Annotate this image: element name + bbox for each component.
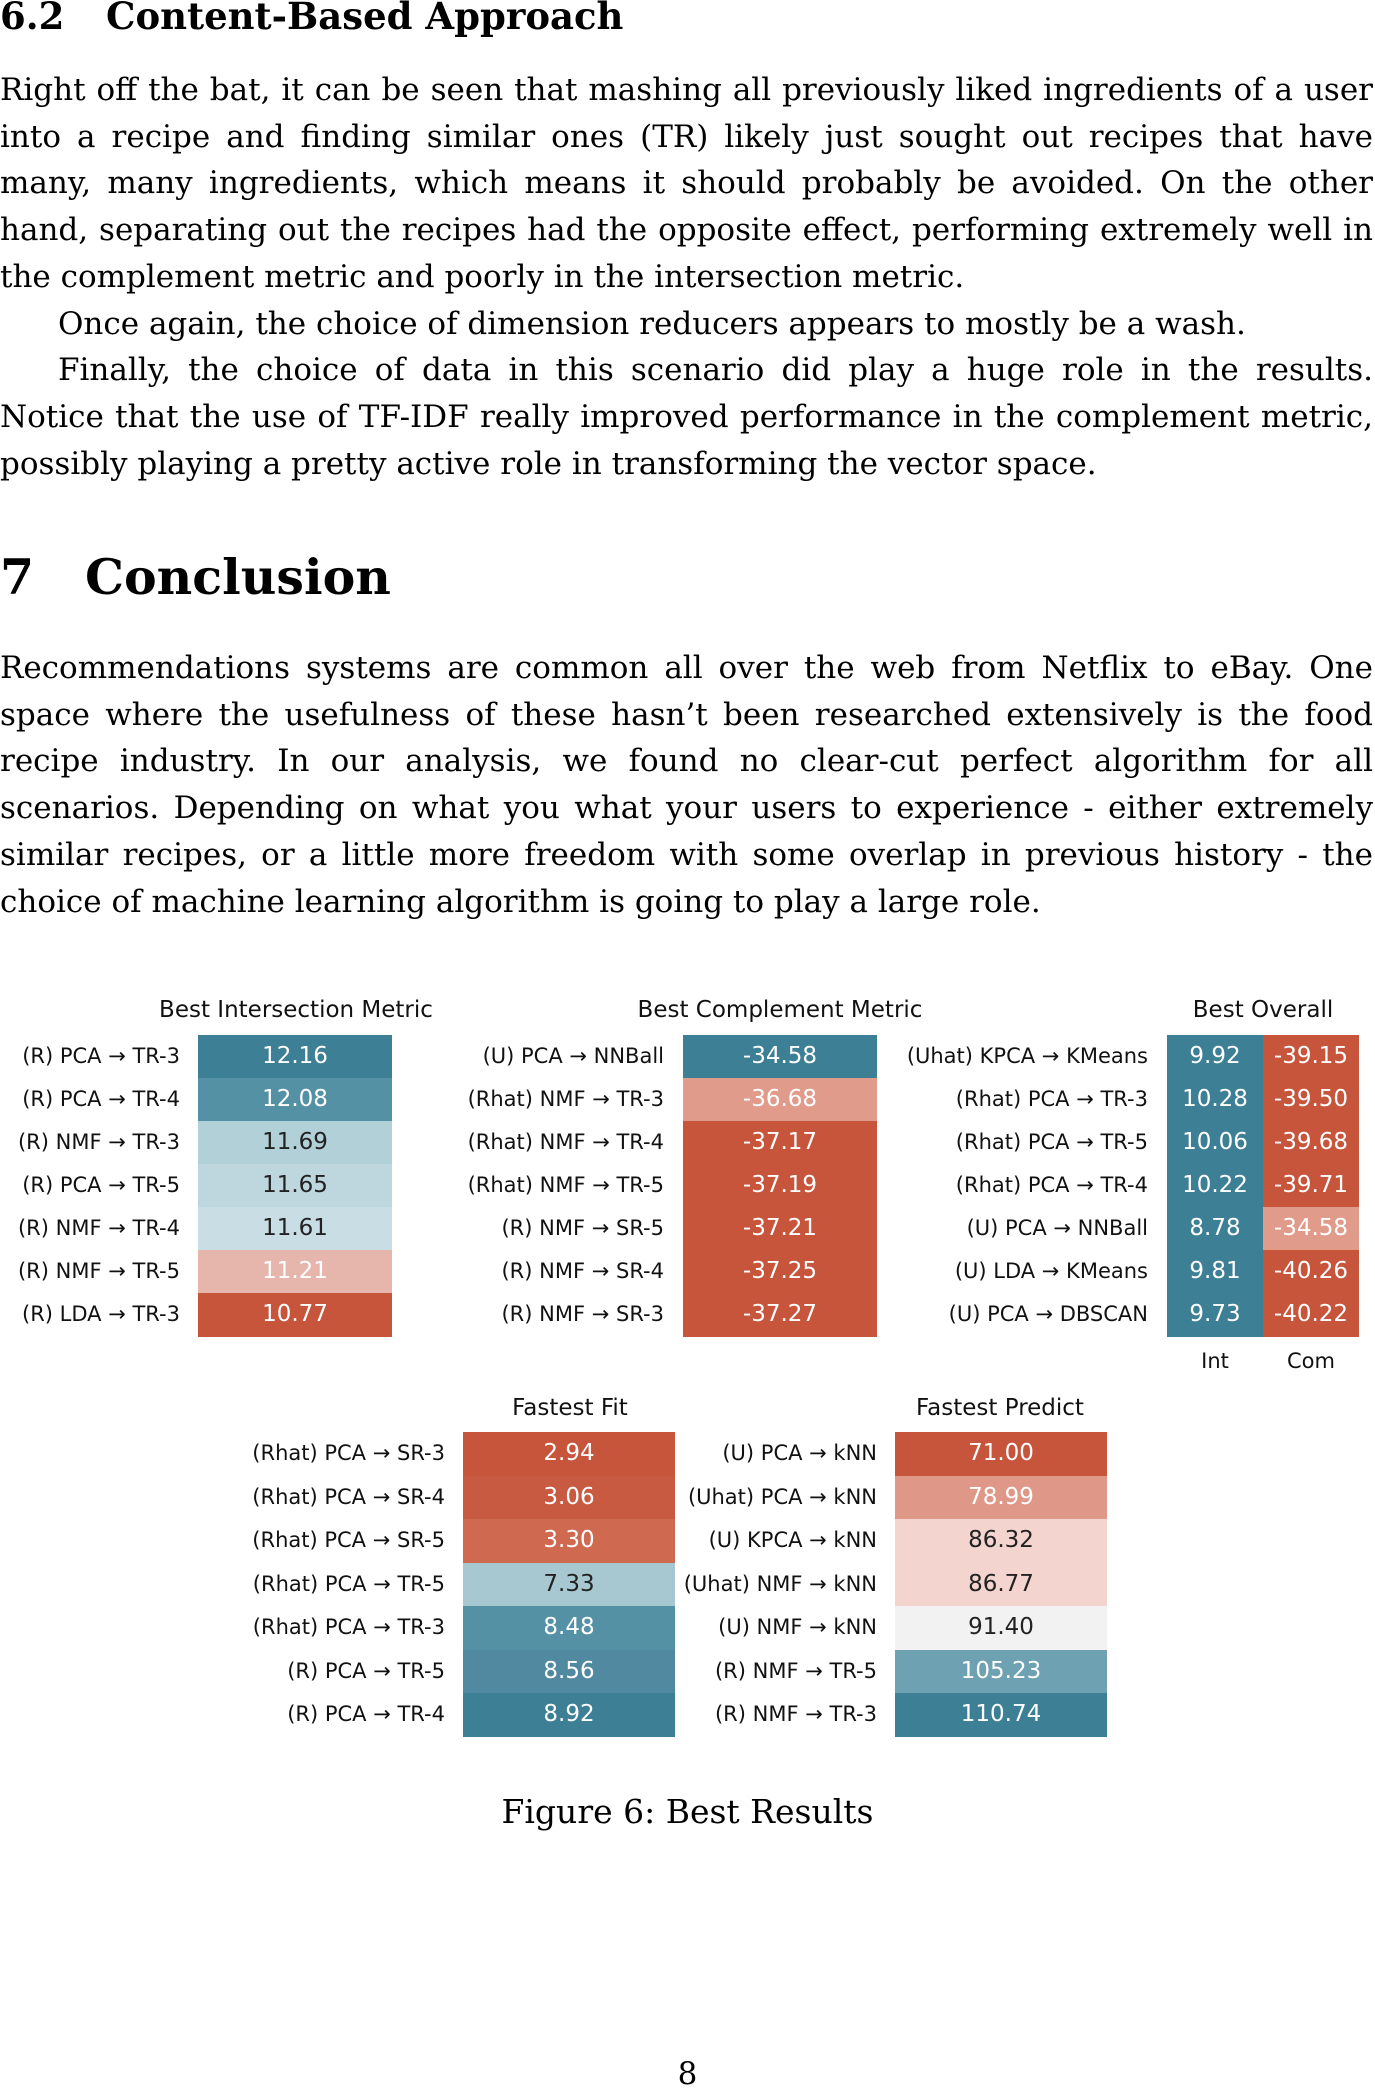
subsection-title: Content-Based Approach bbox=[106, 0, 624, 38]
heatmap-cell: -37.27 bbox=[683, 1293, 877, 1337]
heatmap-row-label: (U) PCA → NNBall bbox=[482, 1044, 664, 1068]
heatmap-row-label: (U) NMF → kNN bbox=[718, 1615, 877, 1639]
heatmap-row-label: (R) NMF → TR-5 bbox=[17, 1259, 180, 1283]
heatmap-title: Fastest Predict bbox=[916, 1395, 1084, 1421]
heatmap-cell: 10.28 bbox=[1167, 1078, 1263, 1122]
heatmap-cell: -37.21 bbox=[683, 1207, 877, 1251]
heatmap-row-label: (R) NMF → SR-4 bbox=[501, 1259, 664, 1283]
heatmap-column-label: Com bbox=[1287, 1349, 1335, 1373]
heatmap-title: Best Overall bbox=[1192, 997, 1334, 1023]
section-title: Conclusion bbox=[85, 548, 391, 606]
heatmap-row-label: (Uhat) PCA → kNN bbox=[687, 1484, 877, 1509]
heatmap-cell: 11.21 bbox=[198, 1250, 392, 1294]
heatmap-row-label: (U) LDA → KMeans bbox=[954, 1259, 1148, 1283]
heatmap-cell: 3.06 bbox=[463, 1475, 675, 1520]
heatmap-row-label: (U) KPCA → kNN bbox=[708, 1528, 877, 1552]
heatmap-row-label: (R) NMF → TR-3 bbox=[17, 1130, 180, 1154]
heatmap-cell: 10.77 bbox=[198, 1293, 392, 1337]
heatmap-cell: 7.33 bbox=[463, 1562, 675, 1607]
heatmap-title: Best Intersection Metric bbox=[159, 997, 433, 1023]
heatmap-cell: 9.73 bbox=[1167, 1293, 1263, 1337]
heatmap-row-label: (Rhat) PCA → TR-3 bbox=[955, 1087, 1148, 1111]
heatmap-row-label: (R) NMF → SR-3 bbox=[501, 1302, 664, 1326]
heatmap-row-label: (Rhat) PCA → SR-5 bbox=[252, 1528, 445, 1552]
heatmap-row-label: (R) LDA → TR-3 bbox=[22, 1302, 180, 1326]
heatmap-row-label: (Rhat) NMF → TR-4 bbox=[467, 1130, 664, 1154]
heatmap-row-label: (Rhat) PCA → SR-3 bbox=[252, 1441, 445, 1465]
heatmap-cell: -39.50 bbox=[1263, 1078, 1359, 1122]
heatmap-row-label: (R) PCA → TR-4 bbox=[287, 1702, 445, 1726]
subsection-heading: 6.2 Content-Based Approach bbox=[0, 0, 623, 38]
heatmap-row-label: (R) NMF → TR-5 bbox=[714, 1658, 877, 1683]
heatmap-row-label: (Rhat) PCA → SR-4 bbox=[252, 1484, 445, 1509]
heatmap-row-label: (Uhat) NMF → kNN bbox=[683, 1571, 877, 1596]
paragraph-data-choice: Finally, the choice of data in this scen… bbox=[0, 352, 1373, 482]
page-number: 8 bbox=[677, 2056, 698, 2092]
paragraph-dimension-reducers: Once again, the choice of dimension redu… bbox=[58, 305, 1246, 342]
heatmap-row-label: (Rhat) NMF → TR-3 bbox=[467, 1087, 664, 1111]
heatmap-row-label: (R) PCA → TR-5 bbox=[22, 1173, 180, 1197]
heatmap-row-label: (U) PCA → kNN bbox=[722, 1441, 877, 1465]
paragraph-tr-analysis: Right off the bat, it can be seen that m… bbox=[0, 72, 1373, 295]
heatmap-column-label: Int bbox=[1201, 1349, 1229, 1373]
heatmap-title: Best Complement Metric bbox=[637, 997, 923, 1023]
heatmap-cell: 3.30 bbox=[463, 1519, 675, 1563]
heatmap-cell: -37.19 bbox=[683, 1164, 877, 1208]
heatmap-cell: -34.58 bbox=[1263, 1207, 1359, 1251]
heatmap-row-label: (U) PCA → NNBall bbox=[966, 1216, 1148, 1240]
conclusion-text: Recommendations systems are common all o… bbox=[0, 645, 1373, 925]
heatmap-cell: -37.25 bbox=[683, 1250, 877, 1294]
heatmap-row-label: (U) PCA → DBSCAN bbox=[948, 1302, 1148, 1326]
heatmap-row-label: (R) NMF → SR-5 bbox=[501, 1216, 664, 1240]
heatmap-row-label: (Rhat) PCA → TR-3 bbox=[252, 1615, 445, 1639]
heatmap-cell: 2.94 bbox=[463, 1432, 675, 1476]
paragraph-conclusion: Recommendations systems are common all o… bbox=[0, 650, 1373, 920]
heatmap-cell: -37.17 bbox=[683, 1121, 877, 1165]
heatmap-row-label: (R) NMF → TR-4 bbox=[17, 1216, 180, 1240]
heatmap-cell: 9.92 bbox=[1167, 1035, 1263, 1079]
heatmap-cell: 12.16 bbox=[198, 1035, 392, 1079]
heatmap-row-label: (Uhat) KPCA → KMeans bbox=[906, 1044, 1148, 1068]
heatmap-row-label: (R) PCA → TR-4 bbox=[22, 1087, 180, 1111]
heatmap-cell: 12.08 bbox=[198, 1078, 392, 1122]
heatmap-row-label: (Rhat) PCA → TR-5 bbox=[252, 1571, 445, 1596]
heatmap-cell: -39.15 bbox=[1263, 1035, 1359, 1079]
heatmap-cell: 11.61 bbox=[198, 1207, 392, 1251]
figure-caption: Figure 6: Best Results bbox=[501, 1792, 874, 1831]
heatmap-cell: 78.99 bbox=[895, 1475, 1107, 1520]
heatmap-cell: 10.22 bbox=[1167, 1164, 1263, 1208]
subsection-number: 6.2 bbox=[0, 0, 65, 38]
heatmap-cell: -39.68 bbox=[1263, 1121, 1359, 1165]
heatmap-title: Fastest Fit bbox=[512, 1395, 628, 1421]
heatmap-cell: 105.23 bbox=[895, 1649, 1107, 1694]
heatmap-cell: 91.40 bbox=[895, 1606, 1107, 1650]
body-text-6-2: Right off the bat, it can be seen that m… bbox=[0, 67, 1373, 487]
heatmap-cell: 11.69 bbox=[198, 1121, 392, 1165]
heatmap-cell: -39.71 bbox=[1263, 1164, 1359, 1208]
heatmap-cell: 11.65 bbox=[198, 1164, 392, 1208]
heatmap-row-label: (Rhat) PCA → TR-5 bbox=[955, 1130, 1148, 1154]
heatmap-cell: -40.22 bbox=[1263, 1293, 1359, 1337]
heatmap-cell: 8.48 bbox=[463, 1606, 675, 1650]
heatmap-cell: 8.56 bbox=[463, 1649, 675, 1694]
heatmap-cell: -36.68 bbox=[683, 1078, 877, 1122]
heatmap-cell: 10.06 bbox=[1167, 1121, 1263, 1165]
heatmap-cell: 71.00 bbox=[895, 1432, 1107, 1476]
heatmap-row-label: (Rhat) PCA → TR-4 bbox=[955, 1173, 1148, 1197]
section-heading: 7 Conclusion bbox=[0, 548, 391, 606]
heatmap-cell: 8.92 bbox=[463, 1693, 675, 1737]
heatmap-cell: 110.74 bbox=[895, 1693, 1107, 1737]
heatmap-cell: 9.81 bbox=[1167, 1250, 1263, 1294]
heatmap-cell: -34.58 bbox=[683, 1035, 877, 1079]
heatmap-cell: 86.32 bbox=[895, 1519, 1107, 1563]
heatmap-row-label: (Rhat) NMF → TR-5 bbox=[467, 1173, 664, 1197]
heatmap-cell: -40.26 bbox=[1263, 1250, 1359, 1294]
heatmap-row-label: (R) NMF → TR-3 bbox=[714, 1702, 877, 1726]
heatmap-row-label: (R) PCA → TR-5 bbox=[287, 1658, 445, 1683]
heatmap-row-label: (R) PCA → TR-3 bbox=[22, 1044, 180, 1068]
section-number: 7 bbox=[0, 548, 35, 606]
heatmap-cell: 8.78 bbox=[1167, 1207, 1263, 1251]
heatmap-cell: 86.77 bbox=[895, 1562, 1107, 1607]
